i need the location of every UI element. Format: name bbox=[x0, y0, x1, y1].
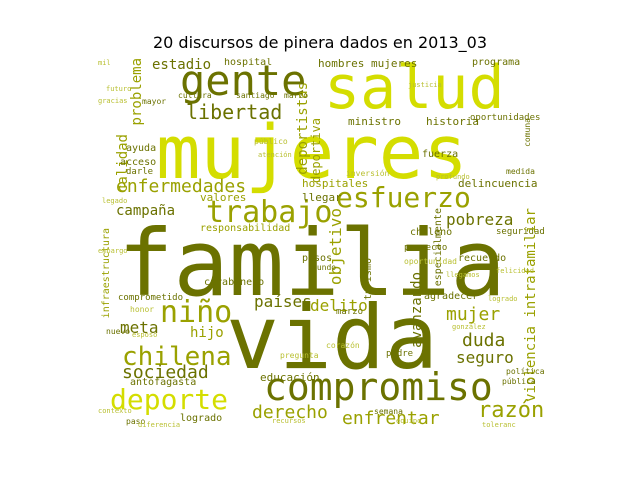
cloud-word: mundo bbox=[312, 263, 337, 272]
cloud-word: mayor bbox=[142, 97, 167, 106]
cloud-word: carabinero bbox=[204, 277, 265, 288]
cloud-word: gente bbox=[180, 58, 307, 105]
cloud-word: proyecto bbox=[404, 243, 448, 253]
cloud-word: contexto bbox=[98, 407, 132, 415]
cloud-word: semana bbox=[374, 407, 403, 416]
cloud-word: enfrentar bbox=[342, 408, 440, 429]
cloud-word: ministro bbox=[348, 115, 401, 128]
cloud-word: infraestructura bbox=[101, 228, 112, 319]
cloud-word: marzo bbox=[336, 307, 364, 317]
cloud-word: llegamos bbox=[446, 271, 480, 279]
cloud-word: profundo bbox=[436, 173, 470, 181]
cloud-word: niño bbox=[160, 295, 233, 330]
cloud-word: fuerza bbox=[422, 149, 459, 160]
cloud-word: felicidad bbox=[496, 267, 534, 275]
cloud-word: enfermedades bbox=[116, 176, 247, 197]
cloud-word: trabajo bbox=[206, 195, 333, 230]
cloud-word: duda bbox=[462, 330, 506, 351]
cloud-word: hombres mujeres bbox=[318, 58, 418, 70]
cloud-word: público bbox=[254, 137, 288, 146]
cloud-word: logrado bbox=[488, 295, 518, 303]
cloud-word: hospital bbox=[224, 58, 273, 68]
cloud-word: deporte bbox=[110, 383, 229, 416]
cloud-word: avanzando bbox=[409, 272, 425, 348]
cloud-word: salud bbox=[324, 58, 505, 123]
cloud-word: hijo bbox=[190, 325, 224, 341]
cloud-word: deportiva bbox=[309, 118, 323, 184]
cloud-word: turismo bbox=[363, 258, 374, 301]
cloud-word: acceso bbox=[120, 157, 157, 168]
cloud-word: seguridad bbox=[496, 227, 544, 237]
cloud-word: delito bbox=[310, 296, 368, 315]
cloud-word: valores bbox=[200, 191, 247, 204]
cloud-word: atención bbox=[258, 151, 292, 159]
cloud-word: futuro bbox=[106, 85, 132, 93]
cloud-word: nuevo bbox=[106, 327, 131, 336]
cloud-word: derecho bbox=[252, 402, 328, 423]
cloud-word: justicia bbox=[408, 81, 442, 89]
cloud-word: mil bbox=[98, 59, 111, 67]
cloud-word: chileno bbox=[410, 227, 453, 238]
cloud-word: corazón bbox=[326, 341, 360, 350]
cloud-word: programa bbox=[472, 58, 521, 68]
cloud-word: embargo bbox=[98, 247, 128, 255]
cloud-word: gonzález bbox=[452, 323, 486, 331]
cloud-word: comprometido bbox=[118, 293, 184, 303]
cloud-word: historia bbox=[426, 115, 479, 128]
cloud-word: medida bbox=[506, 167, 535, 176]
cloud-word: esfuerzo bbox=[336, 181, 471, 214]
cloud-word: familia bbox=[118, 210, 506, 317]
cloud-word: seguro bbox=[456, 348, 514, 367]
cloud-word: mujer bbox=[446, 304, 501, 325]
cloud-word: honor bbox=[130, 305, 155, 314]
cloud-word: responsabilidad bbox=[200, 223, 291, 234]
cloud-word: libertad bbox=[186, 100, 283, 124]
cloud-word: razón bbox=[478, 398, 544, 423]
cloud-word: padre bbox=[386, 349, 414, 359]
cloud-word: compromiso bbox=[264, 365, 493, 409]
cloud-word: delincuencia bbox=[458, 177, 538, 190]
cloud-word: equipo bbox=[396, 417, 422, 425]
cloud-word: toleranc bbox=[482, 421, 516, 429]
cloud-word: inversión bbox=[346, 169, 390, 178]
cloud-word: oportunidad bbox=[404, 257, 457, 266]
cloud-word: antofagasta bbox=[130, 377, 197, 388]
cloud-word: campaña bbox=[116, 203, 176, 219]
cloud-word: chilena bbox=[122, 342, 232, 372]
cloud-word: diferencia bbox=[138, 421, 181, 429]
cloud-word: pasos bbox=[302, 253, 333, 264]
cloud-word: recuerdo bbox=[458, 253, 507, 264]
cloud-word: cultura bbox=[178, 91, 212, 100]
cloud-word: oportunidades bbox=[470, 113, 541, 123]
cloud-word: países bbox=[254, 292, 312, 311]
cloud-word: hospitales bbox=[302, 177, 369, 190]
cloud-word: meta bbox=[120, 318, 159, 337]
cloud-word: ayuda bbox=[126, 143, 157, 154]
cloud-word: paso bbox=[126, 417, 146, 426]
cloud-word: mujeres bbox=[156, 110, 468, 196]
cloud-word: objetivo bbox=[326, 208, 345, 286]
cloud-word: logrado bbox=[180, 413, 223, 424]
cloud-word: estadio bbox=[152, 58, 212, 73]
cloud-word: darle bbox=[126, 167, 154, 177]
cloud-word: agradecer bbox=[424, 291, 479, 302]
cloud-word: legado bbox=[102, 197, 128, 205]
cloud-word: gracias bbox=[98, 97, 128, 105]
cloud-word: pobreza bbox=[446, 210, 514, 229]
cloud-word: sociedad bbox=[122, 362, 209, 383]
cloud-word: pregunta bbox=[280, 351, 319, 360]
figure-title: 20 discursos de pinera dados en 2013_03 bbox=[152, 33, 488, 52]
cloud-word: comuna bbox=[523, 118, 532, 147]
cloud-word: problema bbox=[129, 58, 145, 126]
cloud-word: llegar bbox=[302, 191, 342, 204]
cloud-word: pública bbox=[502, 377, 536, 386]
cloud-word: esposo bbox=[132, 331, 158, 339]
cloud-word: marzo bbox=[284, 91, 309, 100]
cloud-word: educación bbox=[260, 371, 320, 384]
cloud-word: santiago bbox=[236, 91, 275, 100]
cloud-word: vida bbox=[226, 286, 438, 389]
cloud-word: recursos bbox=[272, 417, 306, 425]
word-cloud: familia mujeres vida salud compromiso gente tr… bbox=[96, 58, 544, 430]
cloud-word: política bbox=[506, 367, 544, 376]
